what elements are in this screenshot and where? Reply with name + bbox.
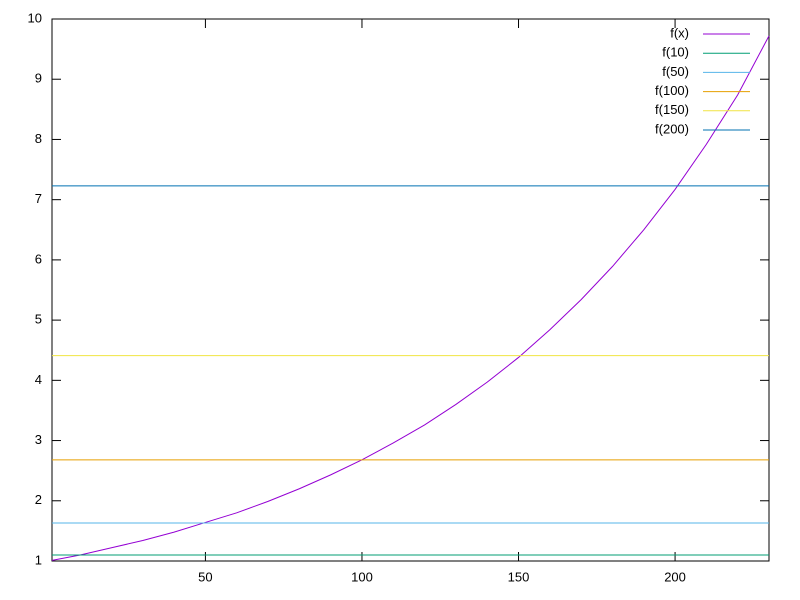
legend-label: f(150) (655, 102, 689, 117)
series-line (51, 35, 770, 561)
x-tick-label: 100 (351, 569, 373, 584)
legend-label: f(10) (662, 45, 689, 60)
y-tick-label: 9 (35, 71, 42, 86)
y-tick-label: 10 (28, 10, 42, 25)
legend-label: f(100) (655, 83, 689, 98)
y-tick-label: 7 (35, 191, 42, 206)
y-tick-label: 2 (35, 492, 42, 507)
legend-label: f(50) (662, 64, 689, 79)
y-tick-label: 6 (35, 251, 42, 266)
x-tick-label: 50 (198, 569, 212, 584)
y-tick-label: 1 (35, 552, 42, 567)
y-tick-label: 3 (35, 432, 42, 447)
plot-border (51, 18, 770, 562)
legend-label: f(200) (655, 121, 689, 136)
y-tick-label: 5 (35, 312, 42, 327)
y-tick-label: 4 (35, 372, 42, 387)
y-tick-label: 8 (35, 131, 42, 146)
legend-label: f(x) (670, 25, 689, 40)
x-tick-label: 150 (508, 569, 530, 584)
x-tick-label: 200 (664, 569, 686, 584)
